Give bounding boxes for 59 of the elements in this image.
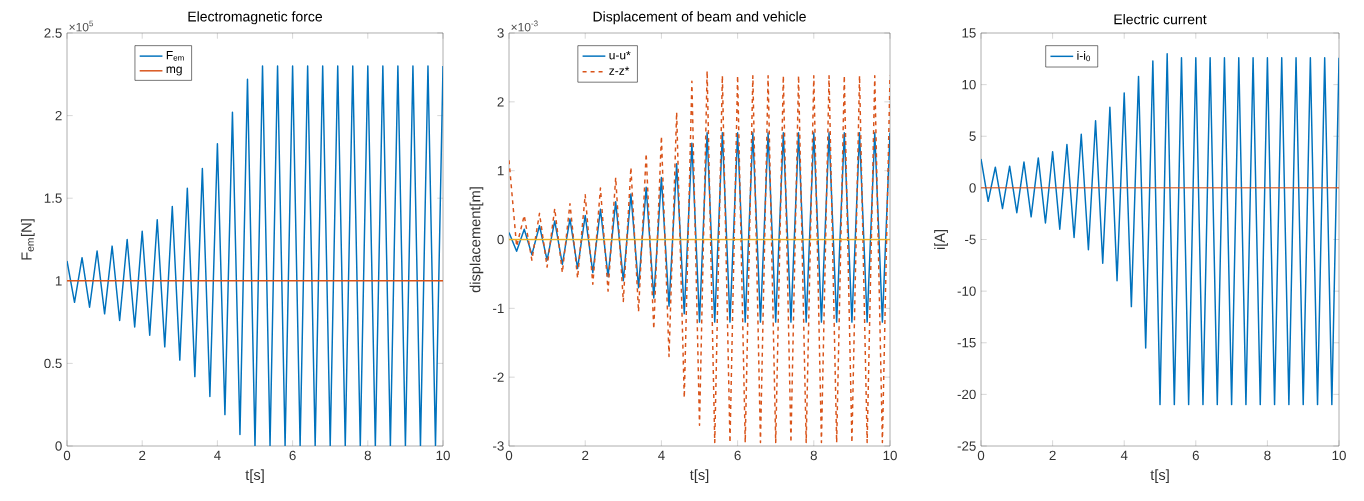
y-tick-label: 2 bbox=[55, 110, 62, 121]
x-tick-label: 0 bbox=[63, 450, 71, 461]
y-tick-label: 0 bbox=[497, 234, 504, 245]
y-tick-label: 15 bbox=[962, 28, 976, 38]
y-tick-label: 1 bbox=[55, 276, 62, 286]
x-axis-title: t[s] bbox=[245, 469, 264, 483]
legend-label: i-i$_{0}$ bbox=[1077, 50, 1091, 62]
line-series bbox=[67, 65, 444, 446]
chart-title: Electric current bbox=[1114, 14, 1207, 25]
x-tick-label: 8 bbox=[1264, 450, 1271, 461]
legend-label: u-u* bbox=[609, 51, 631, 60]
y-axis-title: F$_{em}$[N] bbox=[20, 219, 35, 260]
x-tick-label: 10 bbox=[436, 450, 450, 461]
x-tick-label: 8 bbox=[364, 450, 371, 461]
x-tick-label: 6 bbox=[734, 450, 741, 461]
x-tick-label: 10 bbox=[883, 450, 897, 461]
y-axis-title: displacement[m] bbox=[469, 187, 484, 293]
x-tick-label: 10 bbox=[1332, 450, 1346, 461]
x-tick-label: 2 bbox=[139, 450, 146, 461]
x-tick-label: 4 bbox=[214, 450, 221, 460]
text: ×10$^{-3}$ bbox=[511, 20, 538, 32]
y-tick-label: -10 bbox=[957, 286, 976, 296]
x-axis-title: t[s] bbox=[1150, 469, 1169, 483]
x-tick-label: 4 bbox=[658, 450, 665, 460]
line-series bbox=[509, 132, 891, 323]
x-tick-label: 2 bbox=[582, 450, 589, 461]
y-tick-label: -20 bbox=[957, 389, 976, 400]
y-tick-label: -15 bbox=[957, 338, 976, 348]
y-tick-label: 0 bbox=[969, 183, 976, 193]
y-axis-title: i[A] bbox=[934, 229, 948, 250]
y-tick-label: 1 bbox=[497, 166, 504, 176]
y-tick-label: 5 bbox=[969, 131, 976, 141]
legend-label: z-z* bbox=[609, 66, 630, 75]
x-tick-label: 0 bbox=[505, 450, 513, 461]
x-tick-label: 0 bbox=[977, 450, 985, 461]
y-tick-label: -3 bbox=[493, 441, 504, 451]
y-tick-label: -1 bbox=[493, 303, 504, 313]
y-tick-label: -5 bbox=[965, 234, 976, 245]
y-tick-label: 2.5 bbox=[44, 28, 62, 38]
line-series bbox=[981, 52, 1340, 406]
x-axis-title: t[s] bbox=[689, 469, 709, 483]
x-tick-label: 6 bbox=[1192, 450, 1199, 461]
y-tick-label: -2 bbox=[493, 372, 504, 382]
y-tick-label: 2 bbox=[497, 97, 504, 107]
legend-label: mg bbox=[166, 66, 182, 76]
x-tick-label: 4 bbox=[1120, 450, 1128, 460]
y-tick-label: 3 bbox=[497, 28, 504, 38]
x-tick-label: 6 bbox=[289, 450, 296, 461]
y-tick-label: -25 bbox=[957, 441, 976, 451]
y-tick-label: 0.5 bbox=[44, 358, 62, 369]
text: ×10$^{5}$ bbox=[69, 20, 94, 32]
y-tick-label: 10 bbox=[962, 79, 976, 90]
x-tick-label: 2 bbox=[1049, 450, 1056, 461]
chart-title: Electromagnetic force bbox=[188, 11, 323, 25]
y-tick-label: 1.5 bbox=[44, 193, 62, 203]
legend-label: F$_{em}$ bbox=[166, 50, 184, 61]
x-tick-label: 8 bbox=[810, 450, 817, 461]
y-tick-label: 0 bbox=[55, 441, 62, 451]
chart-title: Displacement of beam and vehicle bbox=[593, 11, 806, 25]
